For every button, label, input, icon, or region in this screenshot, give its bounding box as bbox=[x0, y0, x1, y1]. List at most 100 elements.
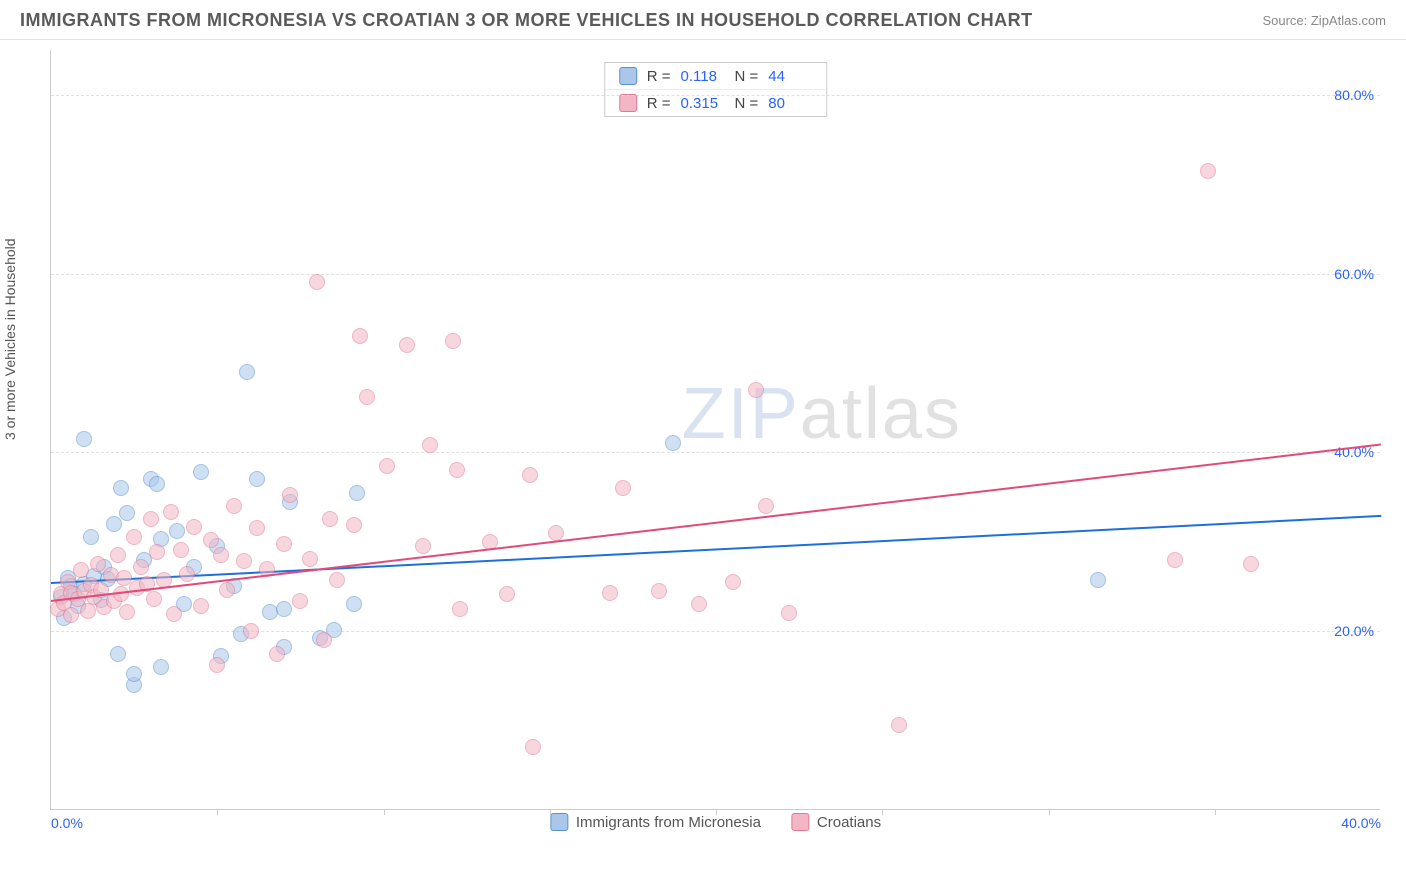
data-point-croatians bbox=[292, 593, 308, 609]
data-point-croatians bbox=[126, 529, 142, 545]
data-point-croatians bbox=[73, 562, 89, 578]
data-point-croatians bbox=[110, 547, 126, 563]
y-tick-label: 80.0% bbox=[1334, 87, 1374, 103]
data-point-croatians bbox=[226, 498, 242, 514]
data-point-croatians bbox=[203, 532, 219, 548]
legend-swatch bbox=[619, 67, 637, 85]
data-point-micronesia bbox=[149, 476, 165, 492]
data-point-micronesia bbox=[665, 435, 681, 451]
data-point-croatians bbox=[452, 601, 468, 617]
data-point-croatians bbox=[143, 511, 159, 527]
data-point-croatians bbox=[179, 566, 195, 582]
data-point-croatians bbox=[615, 480, 631, 496]
data-point-micronesia bbox=[239, 364, 255, 380]
y-tick-label: 60.0% bbox=[1334, 266, 1374, 282]
data-point-croatians bbox=[548, 525, 564, 541]
watermark-part1: ZIP bbox=[682, 374, 800, 454]
chart-header: IMMIGRANTS FROM MICRONESIA VS CROATIAN 3… bbox=[0, 0, 1406, 40]
data-point-micronesia bbox=[126, 666, 142, 682]
x-tick-label: 0.0% bbox=[51, 815, 83, 831]
series-legend: Immigrants from Micronesia Croatians bbox=[550, 813, 881, 831]
data-point-croatians bbox=[186, 519, 202, 535]
legend-label: Croatians bbox=[817, 814, 881, 831]
data-point-croatians bbox=[329, 572, 345, 588]
data-point-croatians bbox=[359, 389, 375, 405]
data-point-croatians bbox=[415, 538, 431, 554]
gridline bbox=[51, 452, 1380, 453]
legend-swatch bbox=[619, 94, 637, 112]
data-point-croatians bbox=[346, 517, 362, 533]
data-point-micronesia bbox=[113, 480, 129, 496]
data-point-micronesia bbox=[106, 516, 122, 532]
data-point-croatians bbox=[166, 606, 182, 622]
data-point-croatians bbox=[499, 586, 515, 602]
legend-item-croatians: Croatians bbox=[791, 813, 881, 831]
chart-area: 3 or more Vehicles in Household ZIPatlas… bbox=[0, 40, 1406, 840]
data-point-croatians bbox=[276, 536, 292, 552]
n-label: N = bbox=[735, 68, 759, 85]
x-minor-tick bbox=[550, 809, 551, 815]
data-point-croatians bbox=[449, 462, 465, 478]
data-point-croatians bbox=[236, 553, 252, 569]
stats-row-croatians: R =0.315N =80 bbox=[605, 89, 827, 116]
data-point-micronesia bbox=[249, 471, 265, 487]
data-point-croatians bbox=[725, 574, 741, 590]
r-label: R = bbox=[647, 68, 671, 85]
data-point-micronesia bbox=[1090, 572, 1106, 588]
chart-title: IMMIGRANTS FROM MICRONESIA VS CROATIAN 3… bbox=[20, 10, 1033, 31]
data-point-croatians bbox=[163, 504, 179, 520]
data-point-micronesia bbox=[83, 529, 99, 545]
n-value: 80 bbox=[768, 95, 812, 112]
watermark-part2: atlas bbox=[800, 374, 962, 454]
data-point-croatians bbox=[149, 544, 165, 560]
x-tick-label: 40.0% bbox=[1341, 815, 1381, 831]
x-minor-tick bbox=[716, 809, 717, 815]
data-point-micronesia bbox=[153, 659, 169, 675]
data-point-croatians bbox=[891, 717, 907, 733]
data-point-croatians bbox=[63, 607, 79, 623]
data-point-micronesia bbox=[193, 464, 209, 480]
data-point-croatians bbox=[379, 458, 395, 474]
data-point-croatians bbox=[249, 520, 265, 536]
data-point-croatians bbox=[316, 632, 332, 648]
data-point-croatians bbox=[173, 542, 189, 558]
data-point-croatians bbox=[522, 467, 538, 483]
r-value: 0.315 bbox=[681, 95, 725, 112]
r-label: R = bbox=[647, 95, 671, 112]
legend-item-micronesia: Immigrants from Micronesia bbox=[550, 813, 761, 831]
legend-swatch bbox=[550, 813, 568, 831]
data-point-croatians bbox=[269, 646, 285, 662]
legend-label: Immigrants from Micronesia bbox=[576, 814, 761, 831]
legend-swatch bbox=[791, 813, 809, 831]
x-minor-tick bbox=[384, 809, 385, 815]
data-point-croatians bbox=[193, 598, 209, 614]
data-point-croatians bbox=[322, 511, 338, 527]
data-point-croatians bbox=[219, 582, 235, 598]
data-point-micronesia bbox=[349, 485, 365, 501]
data-point-micronesia bbox=[119, 505, 135, 521]
y-tick-label: 20.0% bbox=[1334, 623, 1374, 639]
data-point-croatians bbox=[302, 551, 318, 567]
x-minor-tick bbox=[217, 809, 218, 815]
watermark: ZIPatlas bbox=[682, 373, 962, 455]
plot-region: ZIPatlas R =0.118N =44R =0.315N =80 Immi… bbox=[50, 50, 1380, 810]
data-point-croatians bbox=[213, 547, 229, 563]
data-point-croatians bbox=[445, 333, 461, 349]
data-point-croatians bbox=[525, 739, 541, 755]
x-minor-tick bbox=[882, 809, 883, 815]
data-point-croatians bbox=[422, 437, 438, 453]
r-value: 0.118 bbox=[681, 68, 725, 85]
data-point-croatians bbox=[209, 657, 225, 673]
data-point-croatians bbox=[119, 604, 135, 620]
data-point-micronesia bbox=[110, 646, 126, 662]
data-point-croatians bbox=[758, 498, 774, 514]
data-point-croatians bbox=[133, 559, 149, 575]
gridline bbox=[51, 95, 1380, 96]
data-point-croatians bbox=[651, 583, 667, 599]
n-value: 44 bbox=[768, 68, 812, 85]
x-minor-tick bbox=[1215, 809, 1216, 815]
data-point-croatians bbox=[352, 328, 368, 344]
x-minor-tick bbox=[1049, 809, 1050, 815]
data-point-croatians bbox=[1243, 556, 1259, 572]
data-point-croatians bbox=[282, 487, 298, 503]
